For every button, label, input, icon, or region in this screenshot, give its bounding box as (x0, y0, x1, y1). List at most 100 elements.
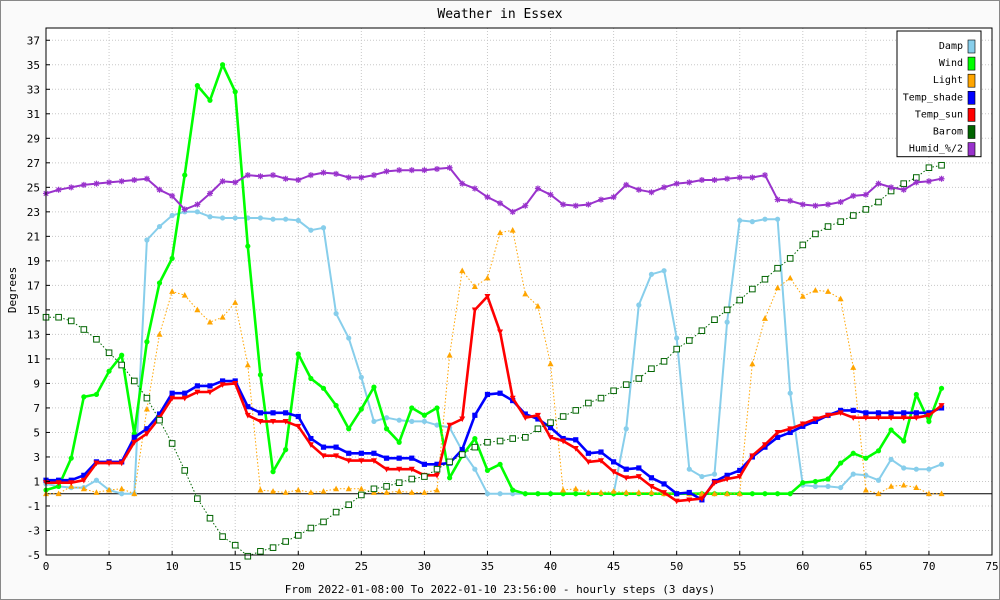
data-point (409, 455, 415, 461)
data-point (926, 466, 932, 472)
data-point (421, 167, 428, 174)
data-point (144, 237, 150, 243)
data-point (484, 438, 491, 446)
data-point (597, 196, 604, 203)
data-point (610, 194, 617, 201)
data-point (913, 410, 919, 416)
data-point (699, 473, 705, 480)
plot-area (46, 28, 992, 555)
data-point (484, 274, 491, 281)
data-point (825, 201, 832, 208)
x-tick-label: 75 (985, 560, 998, 573)
data-point (560, 435, 566, 442)
data-point (510, 491, 516, 497)
data-point (434, 422, 440, 428)
data-point (182, 172, 188, 178)
series-humid-2 (43, 164, 945, 215)
data-point (623, 426, 629, 432)
data-point (307, 524, 315, 532)
data-point (623, 489, 630, 495)
data-point (661, 490, 668, 496)
data-point (522, 491, 528, 497)
data-point (333, 310, 339, 317)
data-point (636, 302, 642, 308)
data-point (635, 489, 642, 495)
data-point (333, 444, 339, 450)
data-point (232, 179, 239, 186)
data-point (131, 176, 138, 183)
y-tick-label: 19 (27, 255, 40, 268)
data-point (169, 212, 175, 219)
data-point (156, 223, 163, 230)
y-tick-label: 1 (33, 475, 40, 488)
data-point (346, 335, 352, 341)
data-point (80, 326, 88, 333)
data-point (837, 295, 844, 302)
data-point (295, 423, 302, 430)
data-point (283, 447, 289, 453)
data-point (68, 455, 74, 461)
data-point (547, 424, 554, 431)
data-point (295, 217, 301, 224)
data-point (295, 351, 301, 357)
data-point (825, 476, 831, 482)
data-point (81, 394, 87, 400)
data-point (408, 167, 415, 174)
data-point (270, 216, 276, 222)
x-tick-label: 55 (733, 560, 746, 573)
data-point (900, 481, 907, 488)
data-point (383, 455, 390, 461)
data-point (56, 477, 62, 483)
data-point (244, 361, 251, 368)
data-point (434, 461, 440, 467)
data-point (68, 477, 74, 483)
data-point (673, 498, 680, 505)
y-tick-label: 27 (27, 157, 40, 170)
data-point (68, 480, 75, 486)
data-point (560, 486, 567, 493)
data-point (510, 487, 516, 493)
data-point (194, 306, 201, 313)
data-point (774, 216, 781, 222)
data-point (661, 184, 668, 191)
data-point (761, 315, 768, 321)
data-point (862, 191, 869, 198)
data-point (711, 490, 718, 497)
data-point (698, 327, 706, 335)
data-point (610, 488, 617, 494)
data-point (686, 489, 692, 496)
x-tick-label: 65 (859, 560, 872, 573)
data-point (471, 307, 478, 314)
data-point (207, 383, 213, 389)
data-point (749, 453, 756, 459)
data-point (686, 179, 693, 186)
data-point (257, 410, 264, 416)
data-point (295, 486, 302, 493)
data-point (761, 172, 768, 179)
data-point (925, 412, 932, 419)
data-point (534, 412, 541, 419)
legend-swatch (967, 73, 976, 88)
data-point (307, 172, 314, 179)
data-point (824, 223, 832, 230)
data-point (484, 391, 491, 398)
data-point (446, 164, 453, 171)
y-tick-label: 7 (33, 402, 40, 415)
data-point (534, 185, 541, 192)
x-tick-label: 25 (355, 560, 368, 573)
data-point (371, 450, 377, 456)
data-point (938, 461, 945, 467)
data-point (295, 176, 302, 183)
data-point (509, 227, 516, 233)
y-tick-label: 23 (27, 206, 40, 219)
data-point (283, 410, 289, 416)
data-point (81, 472, 87, 478)
data-point (358, 458, 365, 464)
data-point (736, 474, 743, 480)
data-point (850, 471, 856, 477)
data-point (194, 201, 201, 208)
data-point (497, 461, 503, 467)
data-point (294, 532, 302, 539)
data-point (421, 461, 427, 467)
data-point (762, 491, 768, 497)
